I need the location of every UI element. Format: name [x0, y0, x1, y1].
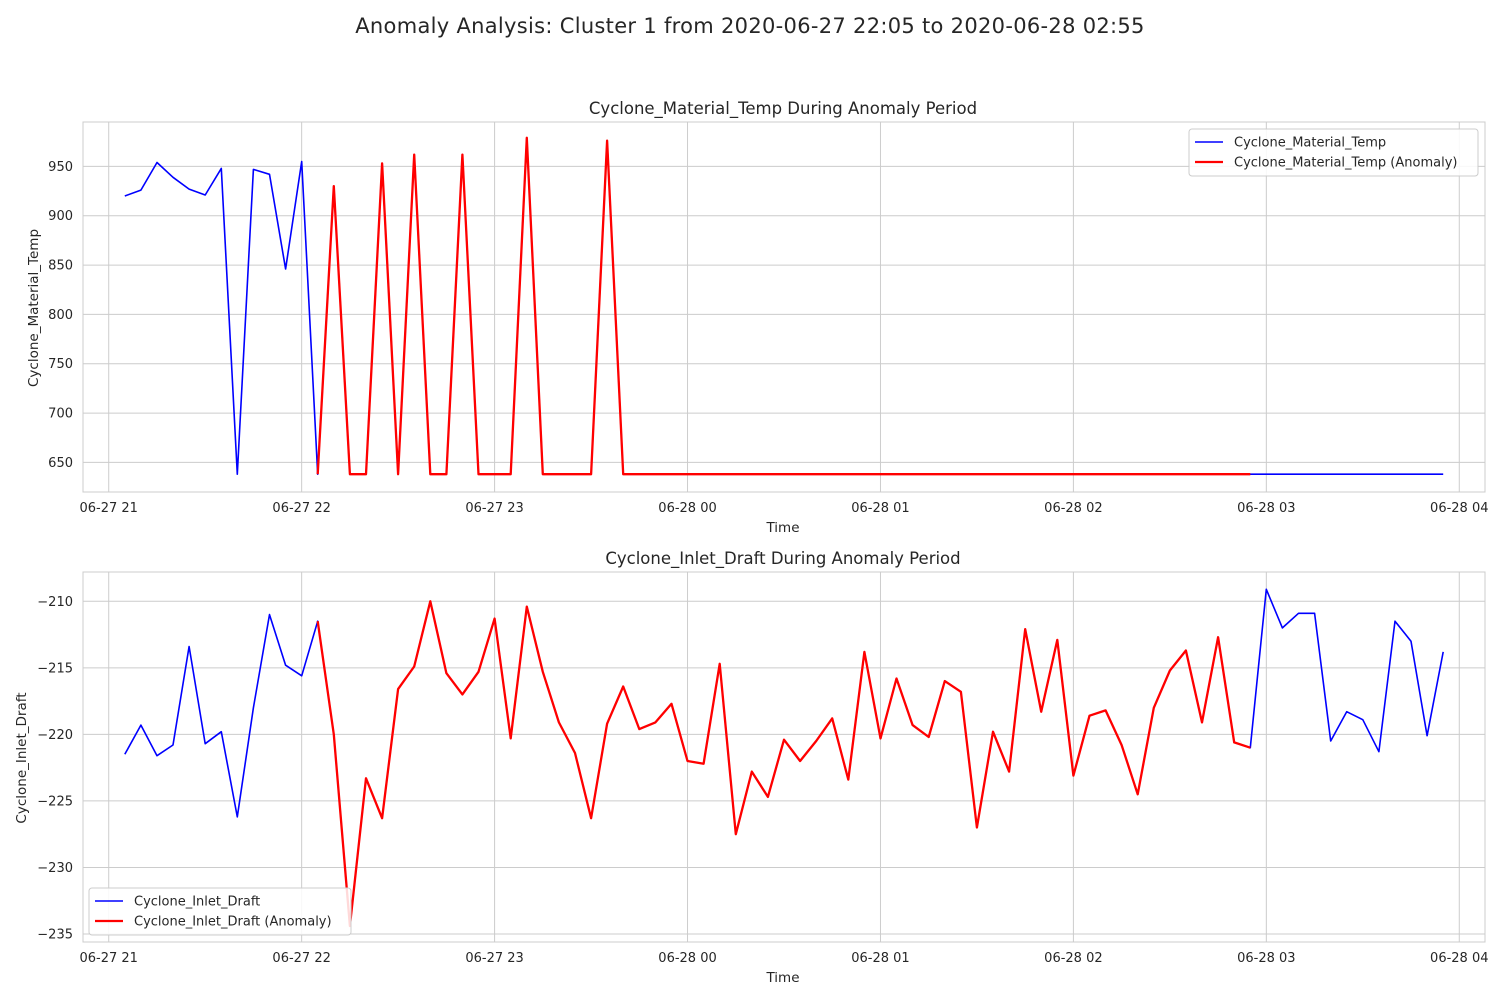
- x-tick-label: 06-28 02: [1044, 951, 1102, 966]
- legend-entry-label: Cyclone_Material_Temp: [1234, 136, 1386, 151]
- x-tick-label: 06-28 02: [1044, 501, 1102, 516]
- x-tick-label: 06-27 22: [272, 501, 330, 516]
- figure-title: Anomaly Analysis: Cluster 1 from 2020-06…: [355, 14, 1145, 38]
- y-tick-label: −210: [37, 595, 73, 610]
- panel-title: Cyclone_Inlet_Draft During Anomaly Perio…: [605, 549, 960, 569]
- x-tick-label: 06-28 01: [851, 951, 909, 966]
- y-tick-label: −230: [37, 861, 73, 876]
- x-tick-label: 06-28 00: [658, 501, 716, 516]
- legend: Cyclone_Material_Temp Cyclone_Material_Te…: [1188, 128, 1479, 177]
- chart-panel-material-temp: Cyclone_Material_Temp During Anomaly Per…: [26, 99, 1489, 536]
- y-axis-label: Cyclone_Material_Temp: [26, 229, 42, 387]
- y-tick-label: 750: [48, 357, 73, 372]
- y-axis-label: Cyclone_Inlet_Draft: [14, 692, 30, 823]
- y-tick-label: 800: [48, 308, 73, 323]
- grid: [83, 572, 1485, 942]
- x-tick-label: 06-28 01: [851, 501, 909, 516]
- x-tick-label: 06-27 21: [79, 501, 137, 516]
- y-tick-label: 950: [48, 160, 73, 175]
- y-tick-label: −220: [37, 728, 73, 743]
- series-line-anomaly: [316, 600, 1251, 928]
- x-tick-label: 06-28 03: [1237, 951, 1295, 966]
- y-tick-label: 900: [48, 209, 73, 224]
- x-tick-label: 06-27 21: [79, 951, 137, 966]
- y-tick-label: −215: [37, 661, 73, 676]
- series-line-normal: [124, 588, 1444, 927]
- y-tick-label: 700: [48, 407, 73, 422]
- x-axis-label: Time: [765, 520, 799, 536]
- y-tick-label: −225: [37, 794, 73, 809]
- x-tick-label: 06-27 23: [465, 501, 523, 516]
- legend-entry-label: Cyclone_Material_Temp (Anomaly): [1234, 156, 1457, 171]
- legend-box: [1188, 128, 1479, 177]
- series-line-normal: [124, 137, 1444, 476]
- x-tick-label: 06-28 00: [658, 951, 716, 966]
- grid: [83, 122, 1485, 492]
- x-tick-label: 06-27 22: [272, 951, 330, 966]
- x-axis-label: Time: [765, 970, 799, 986]
- legend: Cyclone_Inlet_Draft Cyclone_Inlet_Draft (…: [88, 887, 352, 936]
- plot-frame: [82, 121, 1486, 493]
- chart-panel-inlet-draft: Cyclone_Inlet_Draft During Anomaly Perio…: [14, 549, 1489, 986]
- x-tick-label: 06-28 03: [1237, 501, 1295, 516]
- y-tick-label: −235: [37, 928, 73, 943]
- legend-entry-label: Cyclone_Inlet_Draft (Anomaly): [134, 915, 332, 930]
- x-tick-label: 06-28 04: [1430, 501, 1488, 516]
- series-line-anomaly: [316, 136, 1251, 476]
- panel-title: Cyclone_Material_Temp During Anomaly Per…: [589, 99, 977, 119]
- y-tick-label: 650: [48, 456, 73, 471]
- legend-box: [88, 887, 352, 936]
- plot-frame: [82, 571, 1486, 943]
- x-tick-label: 06-27 23: [465, 951, 523, 966]
- legend-entry-label: Cyclone_Inlet_Draft: [134, 895, 260, 910]
- x-tick-label: 06-28 04: [1430, 951, 1488, 966]
- y-tick-label: 850: [48, 259, 73, 274]
